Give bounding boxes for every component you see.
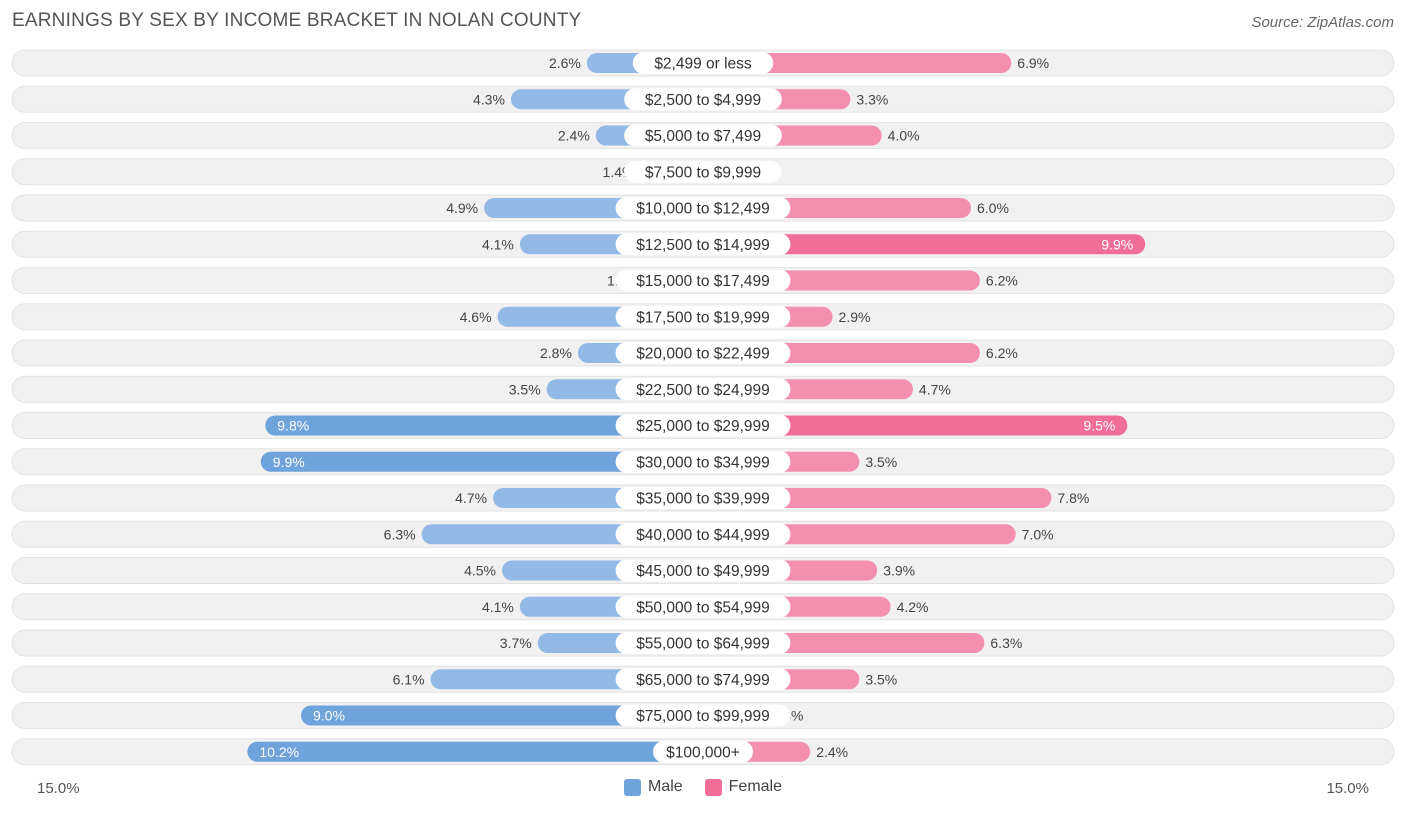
female-value-label: 2.4% <box>816 744 848 760</box>
female-value-label: 6.0% <box>977 200 1009 216</box>
axis-left-label: 15.0% <box>37 780 80 797</box>
category-pill <box>624 88 782 111</box>
category-pill <box>615 269 791 292</box>
female-swatch-icon <box>704 778 722 796</box>
male-value-label: 9.9% <box>273 454 305 470</box>
category-pill <box>653 740 753 763</box>
female-value-label: 4.2% <box>897 599 929 615</box>
male-value-label: 4.3% <box>473 91 505 107</box>
female-value-label: 3.5% <box>865 454 897 470</box>
male-value-label: 2.8% <box>540 345 572 361</box>
male-value-label: 2.6% <box>549 55 581 71</box>
male-bar <box>265 415 703 436</box>
category-pill <box>615 595 791 618</box>
category-pill <box>615 668 791 691</box>
category-pill <box>615 414 791 437</box>
category-label: $40,000 to $44,999 <box>636 527 770 544</box>
legend-item-female[interactable]: Female <box>704 778 783 796</box>
category-pill <box>615 378 791 401</box>
category-pill <box>624 124 782 147</box>
female-value-label: 2.9% <box>839 309 871 325</box>
male-value-label: 4.5% <box>464 563 496 579</box>
axis-right-label: 15.0% <box>1326 780 1369 797</box>
male-value-label: 2.4% <box>558 128 590 144</box>
female-value-label: 9.5% <box>1083 418 1115 434</box>
category-pill <box>615 559 791 582</box>
female-bar <box>703 234 1146 255</box>
male-value-label: 4.9% <box>446 200 478 216</box>
category-label: $65,000 to $74,999 <box>636 672 770 689</box>
legend-item-male[interactable]: Male <box>623 778 683 796</box>
female-value-label: 6.3% <box>990 635 1022 651</box>
legend-female-label: Female <box>728 778 783 795</box>
male-value-label: 9.8% <box>277 418 309 434</box>
category-label: $2,500 to $4,999 <box>645 92 761 109</box>
male-value-label: 4.1% <box>482 599 514 615</box>
category-label: $100,000+ <box>666 744 740 761</box>
female-bar <box>703 53 1012 73</box>
category-label: $50,000 to $54,999 <box>636 599 770 616</box>
male-value-label: 3.5% <box>509 381 541 397</box>
male-bar <box>301 705 703 726</box>
category-label: $2,499 or less <box>654 56 752 73</box>
male-value-label: 9.0% <box>313 708 345 724</box>
category-pill <box>615 704 791 727</box>
legend: Male Female <box>0 778 1406 796</box>
female-bar <box>703 488 1052 508</box>
male-value-label: 3.7% <box>500 635 532 651</box>
female-value-label: 7.0% <box>1022 526 1054 542</box>
category-label: $20,000 to $22,499 <box>636 346 770 363</box>
female-value-label: 6.2% <box>986 273 1018 289</box>
male-bar <box>247 741 703 762</box>
male-value-label: 4.1% <box>482 236 514 252</box>
category-pill <box>615 632 791 654</box>
female-value-label: 6.9% <box>1017 55 1049 71</box>
female-value-label: 3.3% <box>856 91 888 107</box>
category-label: $15,000 to $17,499 <box>636 273 770 290</box>
male-value-label: 4.6% <box>460 309 492 325</box>
female-value-label: 9.9% <box>1101 236 1133 252</box>
category-pill <box>615 450 791 473</box>
category-pill <box>632 52 774 74</box>
category-pill <box>615 487 791 509</box>
category-pill <box>615 523 791 546</box>
category-label: $7,500 to $9,999 <box>645 164 761 181</box>
female-value-label: 3.9% <box>883 563 915 579</box>
male-value-label: 6.3% <box>384 526 416 542</box>
category-pill <box>615 342 791 364</box>
category-label: $25,000 to $29,999 <box>636 418 770 435</box>
category-label: $30,000 to $34,999 <box>636 454 770 471</box>
category-pill <box>615 305 791 328</box>
category-label: $10,000 to $12,499 <box>636 201 770 218</box>
female-value-label: 7.8% <box>1057 490 1089 506</box>
category-label: $17,500 to $19,999 <box>636 309 770 326</box>
category-pill <box>624 160 782 183</box>
category-label: $35,000 to $39,999 <box>636 491 770 508</box>
female-value-label: 4.7% <box>919 381 951 397</box>
male-value-label: 10.2% <box>259 744 299 760</box>
female-bar <box>703 415 1128 436</box>
male-swatch-icon <box>623 778 641 796</box>
male-bar <box>260 451 703 472</box>
category-label: $45,000 to $49,999 <box>636 563 770 580</box>
category-pill <box>615 233 791 256</box>
category-label: $75,000 to $99,999 <box>636 708 770 725</box>
category-label: $55,000 to $64,999 <box>636 636 770 653</box>
female-value-label: 6.2% <box>986 345 1018 361</box>
female-value-label: 3.5% <box>865 671 897 687</box>
category-label: $5,000 to $7,499 <box>645 128 761 145</box>
male-value-label: 6.1% <box>393 671 425 687</box>
female-value-label: 4.0% <box>888 128 920 144</box>
legend-male-label: Male <box>647 778 683 795</box>
category-label: $12,500 to $14,999 <box>636 237 770 254</box>
male-value-label: 4.7% <box>455 490 487 506</box>
chart-title: EARNINGS BY SEX BY INCOME BRACKET IN NOL… <box>12 10 582 31</box>
source-label: Source: ZipAtlas.com <box>1251 14 1394 31</box>
category-label: $22,500 to $24,999 <box>636 382 770 399</box>
category-pill <box>615 197 791 219</box>
